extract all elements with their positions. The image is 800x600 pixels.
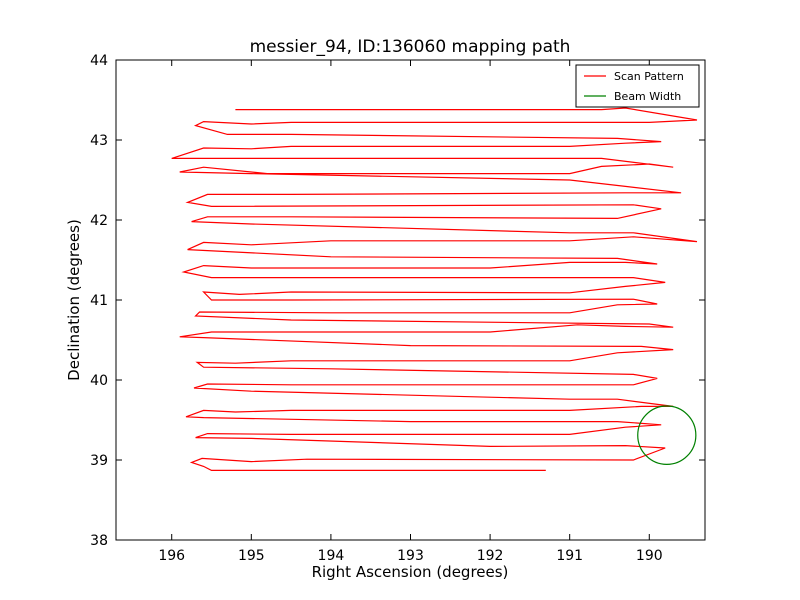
- x-tick-label: 194: [318, 548, 345, 564]
- x-tick-label: 193: [397, 548, 424, 564]
- beam-width-circle: [637, 405, 697, 466]
- y-tick-label: 40: [90, 373, 108, 389]
- y-tick-label: 42: [90, 213, 108, 229]
- legend-label-beam-width: Beam Width: [614, 90, 681, 103]
- x-tick-label: 191: [556, 548, 583, 564]
- legend-label-scan-pattern: Scan Pattern: [614, 70, 684, 83]
- y-tick-label: 44: [90, 53, 108, 69]
- x-tick-label: 196: [158, 548, 185, 564]
- x-tick-label: 190: [636, 548, 663, 564]
- y-axis: 38 39 40 41 42 43 44: [90, 53, 705, 549]
- y-tick-label: 41: [90, 293, 108, 309]
- y-axis-label: Declination (degrees): [65, 219, 83, 381]
- x-tick-label: 192: [477, 548, 504, 564]
- x-axis: 196 195 194 193 192 191 190: [158, 60, 663, 564]
- scan-pattern-line: [171, 107, 698, 471]
- y-tick-label: 38: [90, 533, 108, 549]
- y-tick-label: 43: [90, 133, 108, 149]
- plot-area: 196 195 194 193 192 191 190 38 39 40 41 42 43 44: [90, 53, 706, 564]
- x-axis-label: Right Ascension (degrees): [312, 563, 509, 581]
- x-tick-label: 195: [238, 548, 265, 564]
- legend-box: [575, 64, 700, 108]
- legend: Scan Pattern Beam Width: [575, 64, 700, 108]
- y-tick-label: 39: [90, 453, 108, 469]
- chart-title: messier_94, ID:136060 mapping path: [250, 37, 571, 57]
